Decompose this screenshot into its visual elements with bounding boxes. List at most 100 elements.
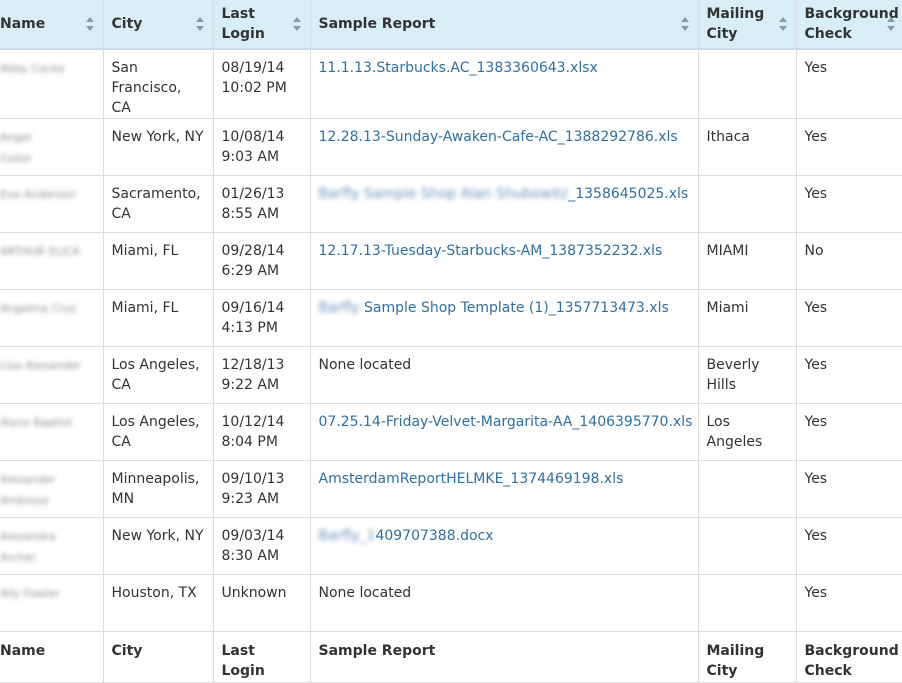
report-filename: 11.1.13.Starbucks.AC_1383360643.xlsx — [318, 60, 598, 76]
sample-report-link[interactable]: 12.17.13-Tuesday-Starbucks-AM_1387352232… — [319, 243, 663, 259]
cell-last-login: 09/10/13 9:23 AM — [213, 460, 311, 518]
footer-header-last-login: Last Login — [213, 631, 311, 683]
login-date: Unknown — [221, 585, 287, 601]
login-date: 12/18/13 — [221, 357, 285, 373]
column-header-name[interactable]: Name — [0, 0, 104, 50]
sample-report-link[interactable]: Barfly_1409707388.docx — [319, 528, 494, 544]
sample-report-link[interactable]: 07.25.14-Friday-Velvet-Margarita-AA_1406… — [319, 414, 693, 430]
applicant-name-blurred: Angelina Cruz — [0, 302, 77, 315]
cell-mailing-city: MIAMI — [698, 232, 797, 290]
sort-icon[interactable] — [85, 17, 95, 31]
applicant-name-blurred: ARTHUR ELICA — [0, 245, 81, 258]
login-time: 4:13 PM — [221, 320, 278, 336]
cell-name: Alexander Ambrose — [0, 460, 104, 518]
sample-report-link[interactable]: 12.28.13-Sunday-Awaken-Cafe-AC_138829278… — [319, 129, 678, 145]
cell-city: Miami, FL — [103, 289, 214, 347]
report-none-text: None located — [318, 585, 412, 601]
login-date: 10/12/14 — [221, 414, 285, 430]
cell-background-check: Yes — [796, 289, 902, 347]
applicant-name-blurred: Ambrose — [0, 494, 49, 507]
applicant-name-blurred: Abby Cocke — [0, 62, 65, 75]
cell-city: Houston, TX — [103, 574, 214, 632]
cell-name: ARTHUR ELICA — [0, 232, 104, 290]
login-date: 09/03/14 — [221, 528, 285, 544]
cell-mailing-city — [698, 49, 797, 119]
cell-mailing-city — [698, 517, 797, 575]
cell-city: Los Angeles, CA — [103, 403, 214, 461]
login-date: 09/28/14 — [221, 243, 285, 259]
column-header-sample-report[interactable]: Sample Report — [310, 0, 699, 50]
cell-mailing-city: Los Angeles — [698, 403, 797, 461]
cell-background-check: Yes — [796, 118, 902, 176]
footer-header-background-check: Background Check — [796, 631, 902, 683]
cell-background-check: Yes — [796, 403, 902, 461]
login-time: 9:23 AM — [221, 491, 280, 507]
login-date: 01/26/13 — [221, 186, 285, 202]
applicant-name-blurred: Ally Fowler — [0, 587, 60, 600]
sample-report-link[interactable]: AmsterdamReportHELMKE_1374469198.xls — [319, 471, 624, 487]
cell-mailing-city — [698, 574, 797, 632]
column-header-last-login[interactable]: Last Login — [213, 0, 311, 50]
table-row: Alyce Baptist Los Angeles, CA 10/12/14 8:04… — [0, 403, 902, 461]
cell-sample-report: AmsterdamReportHELMKE_1374469198.xls — [310, 460, 699, 518]
table-row: ARTHUR ELICA Miami, FL 09/28/14 6:29 AM 12.1… — [0, 232, 902, 290]
cell-name: Alyce Baptist — [0, 403, 104, 461]
table-header: Name City Last Login Sample Report Maili… — [0, 0, 902, 50]
table-footer: Name City Last Login Sample Report Maili… — [0, 631, 902, 683]
sort-icon[interactable] — [292, 17, 302, 31]
cell-last-login: 09/03/14 8:30 AM — [213, 517, 311, 575]
footer-header-name: Name — [0, 631, 104, 683]
cell-sample-report: 12.17.13-Tuesday-Starbucks-AM_1387352232… — [310, 232, 699, 290]
cell-name: Eve Andersen — [0, 175, 104, 233]
cell-mailing-city: Beverly Hills — [698, 346, 797, 404]
footer-header-sample-report: Sample Report — [310, 631, 699, 683]
sort-icon[interactable] — [195, 17, 205, 31]
cell-name: Alexandra Archer — [0, 517, 104, 575]
login-date: 10/08/14 — [221, 129, 285, 145]
cell-sample-report: Barfly_1409707388.docx — [310, 517, 699, 575]
sample-report-link[interactable]: 11.1.13.Starbucks.AC_1383360643.xlsx — [319, 60, 598, 76]
login-time: 8:04 PM — [221, 434, 278, 450]
report-filename: 12.17.13-Tuesday-Starbucks-AM_1387352232… — [318, 243, 663, 259]
cell-last-login: 10/12/14 8:04 PM — [213, 403, 311, 461]
sort-icon[interactable] — [778, 17, 788, 31]
applicant-name-blurred: Lisa Alexander — [0, 359, 81, 372]
column-header-city[interactable]: City — [103, 0, 214, 50]
login-time: 9:22 AM — [221, 377, 280, 393]
applicant-name-blurred: Eve Andersen — [0, 188, 76, 201]
sample-report-link[interactable]: Barfly Sample Shop Template (1)_13577134… — [319, 300, 669, 316]
login-date: 08/19/14 — [221, 60, 285, 76]
login-time: 6:29 AM — [221, 263, 280, 279]
sample-report-link[interactable]: Barfly Sample Shop Alan Shubowitz_135864… — [319, 186, 689, 202]
cell-sample-report: 07.25.14-Friday-Velvet-Margarita-AA_1406… — [310, 403, 699, 461]
table-row: Angelina Cruz Miami, FL 09/16/14 4:13 PM Bar… — [0, 289, 902, 347]
column-header-mailing-city[interactable]: Mailing City — [698, 0, 797, 50]
table-row: Eve Andersen Sacramento, CA 01/26/13 8:55 A… — [0, 175, 902, 233]
cell-mailing-city — [698, 175, 797, 233]
cell-city: Miami, FL — [103, 232, 214, 290]
login-date: 09/10/13 — [221, 471, 285, 487]
sort-icon[interactable] — [887, 17, 896, 31]
cell-city: Minneapolis, MN — [103, 460, 214, 518]
table-row: Abby Cocke San Francisco, CA 08/19/14 10:02… — [0, 49, 902, 119]
column-header-label: Sample Report — [318, 16, 436, 32]
column-header-background-check[interactable]: Background Check — [796, 0, 902, 50]
cell-name: Ally Fowler — [0, 574, 104, 632]
header-row: Name City Last Login Sample Report Maili… — [0, 0, 902, 50]
login-time: 10:02 PM — [221, 80, 287, 96]
cell-mailing-city: Miami — [698, 289, 797, 347]
cell-background-check: Yes — [796, 346, 902, 404]
cell-sample-report: 12.28.13-Sunday-Awaken-Cafe-AC_138829278… — [310, 118, 699, 176]
report-filename: _1358645025.xls — [568, 186, 689, 202]
cell-name: Angel Cellor — [0, 118, 104, 176]
table-row: Lisa Alexander Los Angeles, CA 12/18/13 9:2… — [0, 346, 902, 404]
cell-name: Lisa Alexander — [0, 346, 104, 404]
cell-mailing-city — [698, 460, 797, 518]
report-filename: 409707388.docx — [375, 528, 494, 544]
sort-icon[interactable] — [680, 17, 690, 31]
cell-city: Sacramento, CA — [103, 175, 214, 233]
report-none-text: None located — [318, 357, 412, 373]
cell-name: Abby Cocke — [0, 49, 104, 119]
applicant-name-blurred: Archer — [0, 551, 37, 564]
